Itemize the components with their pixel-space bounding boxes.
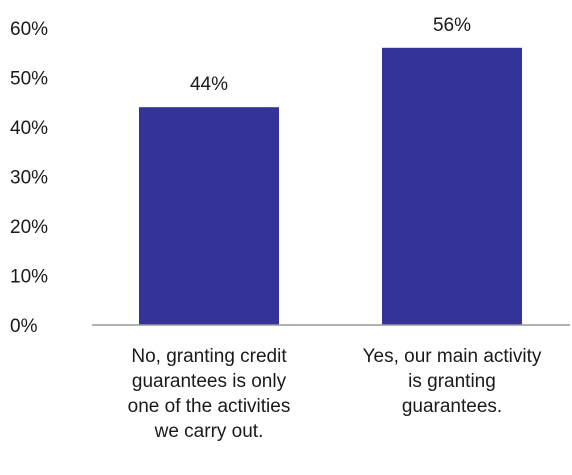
y-tick-label: 60%	[10, 19, 48, 40]
x-tick-label: No, granting credit guarantees is only one…	[128, 346, 291, 442]
y-tick-label: 10%	[10, 267, 48, 288]
x-axis-labels: No, granting credit guarantees is only one…	[128, 346, 542, 442]
y-tick-label: 50%	[10, 69, 48, 90]
x-tick-label: Yes, our main activity is granting guarant…	[363, 346, 542, 417]
y-tick-label: 40%	[10, 118, 48, 139]
y-tick-label: 20%	[10, 217, 48, 238]
data-label: 56%	[433, 15, 471, 36]
data-labels: 44% 56%	[190, 15, 471, 95]
x-tick-label-line: guarantees is only	[132, 371, 287, 392]
y-tick-label: 0%	[10, 316, 38, 337]
x-tick-label-line: Yes, our main activity	[363, 346, 542, 367]
x-tick-label-line: one of the activities	[128, 396, 291, 417]
y-axis-ticks: 0% 10% 20% 30% 40% 50% 60%	[10, 19, 48, 337]
x-tick-label-line: is granting	[408, 371, 496, 392]
y-tick-label: 30%	[10, 168, 48, 189]
bar	[382, 47, 522, 326]
data-label: 44%	[190, 74, 228, 95]
x-tick-label-line: guarantees.	[402, 396, 502, 417]
x-tick-label-line: No, granting credit	[131, 346, 287, 367]
bar	[139, 107, 279, 325]
x-tick-label-line: we carry out.	[154, 421, 264, 442]
bars	[139, 47, 522, 326]
